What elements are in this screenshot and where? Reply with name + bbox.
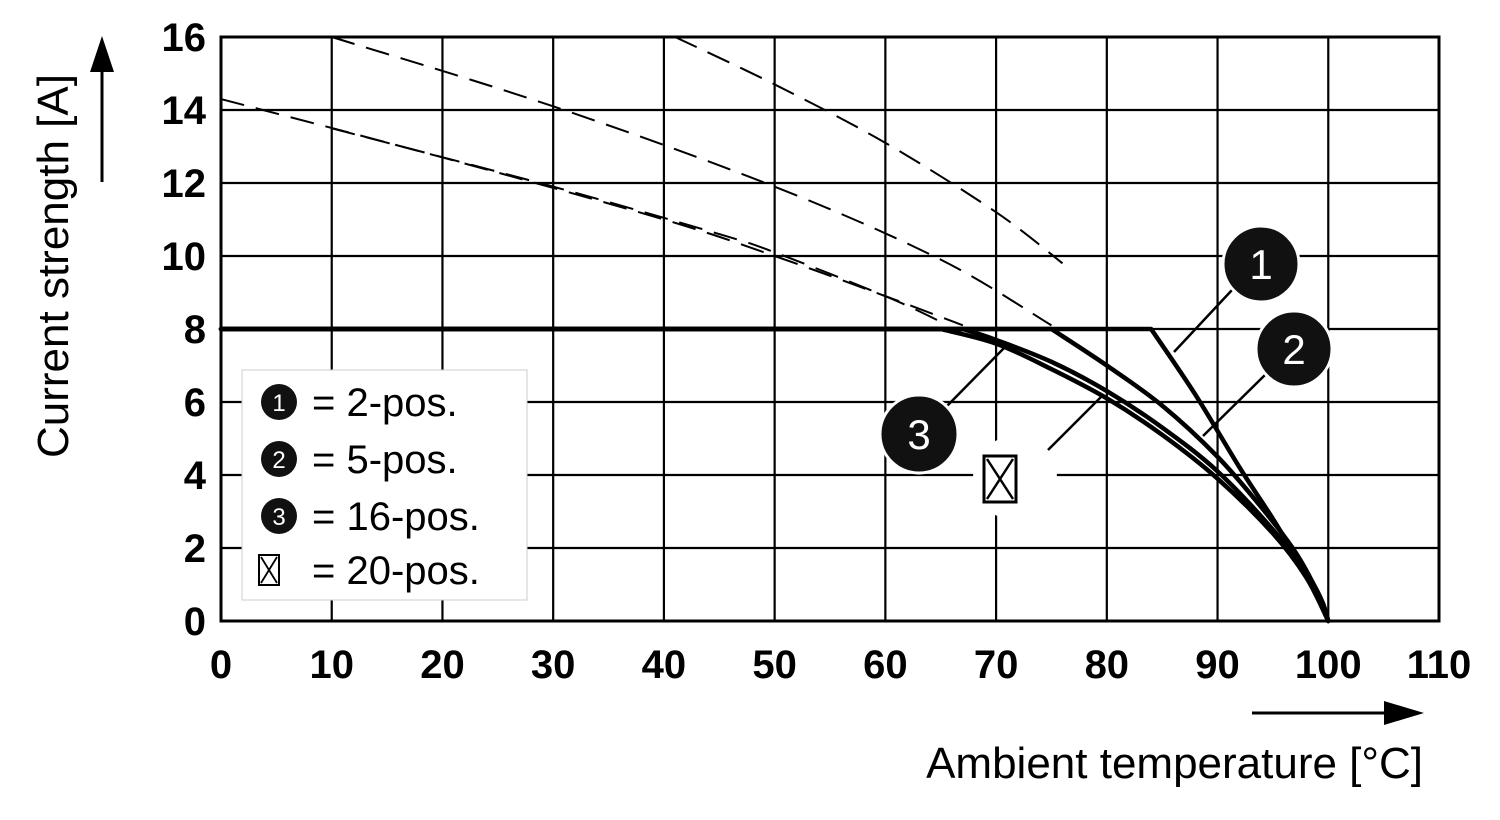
callout-2: 2 (1202, 309, 1334, 437)
legend-label-4: = 20-pos. (312, 549, 480, 593)
legend-label-3: = 16-pos. (312, 495, 480, 539)
dashed-extension-1 (674, 36, 1064, 265)
dashed-extensions (220, 36, 1064, 327)
legend-symbol-3: 3 (272, 504, 285, 531)
legend-item-3: 3 = 16-pos. (261, 495, 480, 539)
y-axis-arrow-head (90, 36, 114, 72)
legend-item-1: 1 = 2-pos. (261, 381, 458, 425)
dashed-extension-4 (331, 127, 942, 323)
series-lines (218, 326, 1331, 624)
x-axis-title: Ambient temperature [°C] (926, 739, 1423, 788)
x-tick-label: 50 (752, 643, 797, 687)
x-tick-label: 30 (531, 643, 576, 687)
legend-symbol-2: 2 (272, 447, 285, 474)
x-tick-label: 80 (1085, 643, 1130, 687)
crossed-box-icon (982, 454, 1018, 504)
dashed-extension-2 (331, 36, 1052, 327)
legend-item-2: 2 = 5-pos. (261, 438, 458, 482)
callout-1: 1 (1173, 224, 1301, 353)
callout-crossed-box (973, 395, 1103, 520)
y-tick-labels: 0 2 4 6 8 10 12 14 16 (162, 16, 207, 644)
callout-3-label: 3 (907, 411, 930, 458)
y-tick-label: 0 (184, 600, 206, 644)
x-tick-label: 70 (974, 643, 1019, 687)
x-tick-label: 10 (309, 643, 354, 687)
legend-label-1: = 2-pos. (312, 381, 458, 425)
y-axis-title: Current strength [A] (29, 74, 78, 458)
legend-item-4: = 20-pos. (258, 549, 480, 593)
x-tick-label: 40 (642, 643, 687, 687)
x-tick-label: 0 (210, 643, 232, 687)
callout-1-label: 1 (1249, 241, 1272, 288)
callout-2-label: 2 (1282, 326, 1305, 373)
legend-symbol-1: 1 (272, 390, 285, 417)
y-tick-label: 12 (162, 162, 207, 206)
legend: 1 = 2-pos. 2 = 5-pos. 3 = 16-pos. = 20-p… (241, 369, 528, 601)
y-tick-label: 6 (184, 381, 206, 425)
x-tick-label: 90 (1195, 643, 1240, 687)
x-tick-label: 100 (1295, 643, 1362, 687)
y-tick-label: 14 (162, 89, 207, 133)
y-tick-label: 8 (184, 308, 206, 352)
y-tick-label: 4 (184, 454, 207, 498)
legend-crossed-box-icon (258, 554, 280, 586)
x-tick-label: 20 (420, 643, 465, 687)
callout-3: 3 (878, 343, 1009, 475)
legend-label-2: = 5-pos. (312, 438, 458, 482)
y-tick-label: 2 (184, 527, 206, 571)
x-tick-labels: 0 10 20 30 40 50 60 70 80 90 100 110 (210, 643, 1471, 687)
plot-frame (219, 35, 1441, 623)
y-tick-label: 16 (162, 16, 207, 60)
x-tick-label: 110 (1407, 643, 1472, 687)
series-line-20pos (218, 326, 1331, 624)
x-axis-arrow-head (1384, 701, 1424, 725)
y-tick-label: 10 (162, 235, 207, 279)
x-tick-label: 60 (863, 643, 908, 687)
